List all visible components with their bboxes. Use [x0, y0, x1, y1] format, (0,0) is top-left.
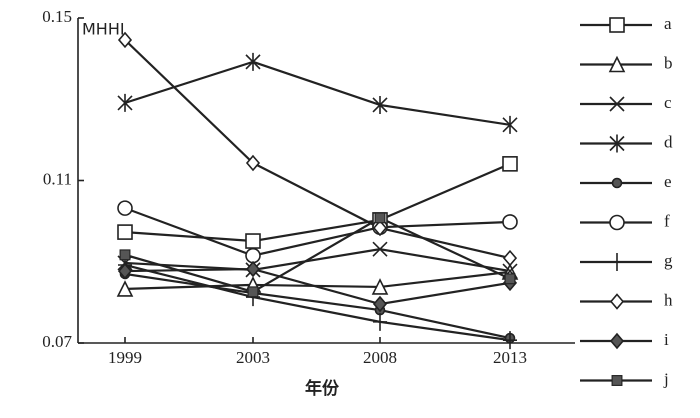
marker [245, 247, 261, 264]
marker [502, 115, 518, 134]
marker [611, 177, 623, 189]
marker [371, 278, 389, 295]
marker [245, 260, 261, 278]
marker [611, 375, 623, 386]
series-line [124, 60, 511, 126]
x-axis-label: 年份 [305, 378, 340, 399]
marker [117, 224, 133, 240]
marker [608, 55, 626, 73]
y-tick-label: 0.07 [42, 332, 72, 351]
marker [503, 331, 517, 350]
marker [609, 214, 625, 231]
legend-label: e [664, 172, 672, 191]
marker [372, 219, 388, 237]
series-line [124, 272, 511, 340]
marker [610, 253, 624, 271]
y-tick-label: 0.11 [43, 169, 72, 188]
marker [372, 95, 388, 114]
marker [373, 312, 387, 331]
series-line [124, 263, 511, 342]
legend-label: i [664, 330, 669, 349]
marker [502, 214, 518, 230]
marker [116, 280, 134, 297]
x-tick-label: 1999 [108, 348, 142, 367]
legend-label: c [664, 93, 672, 112]
marker [609, 96, 625, 112]
marker [245, 154, 261, 172]
x-tick-label: 2008 [363, 348, 397, 367]
marker [245, 233, 261, 249]
marker [609, 332, 625, 350]
y-tick-label: 0.15 [42, 7, 72, 26]
marker [245, 52, 261, 71]
marker [609, 293, 625, 310]
legend-label: j [663, 369, 669, 388]
marker [117, 93, 133, 112]
marker [609, 134, 625, 153]
x-tick-label: 2003 [236, 348, 270, 367]
marker [372, 295, 388, 313]
legend-label: d [664, 132, 673, 151]
marker [117, 31, 133, 49]
series-line [124, 207, 511, 257]
legend-label: b [664, 53, 673, 72]
x-tick-label: 2013 [493, 348, 527, 367]
marker [374, 212, 386, 224]
marker [502, 156, 518, 172]
legend-label: g [664, 251, 673, 270]
y-axis-label: MHHI [82, 20, 125, 39]
legend-label: h [664, 290, 673, 309]
marker [504, 273, 516, 285]
marker [119, 249, 131, 261]
marker [372, 241, 388, 257]
series-line [124, 248, 511, 273]
legend-label: f [664, 211, 670, 230]
series-line [124, 162, 511, 243]
marker [117, 262, 133, 280]
series-line [124, 39, 511, 260]
marker [609, 17, 625, 33]
marker [502, 249, 518, 267]
legend-label: a [664, 14, 672, 33]
series-line [124, 267, 511, 306]
marker [247, 286, 259, 298]
marker [117, 200, 133, 216]
series-line [124, 216, 511, 294]
